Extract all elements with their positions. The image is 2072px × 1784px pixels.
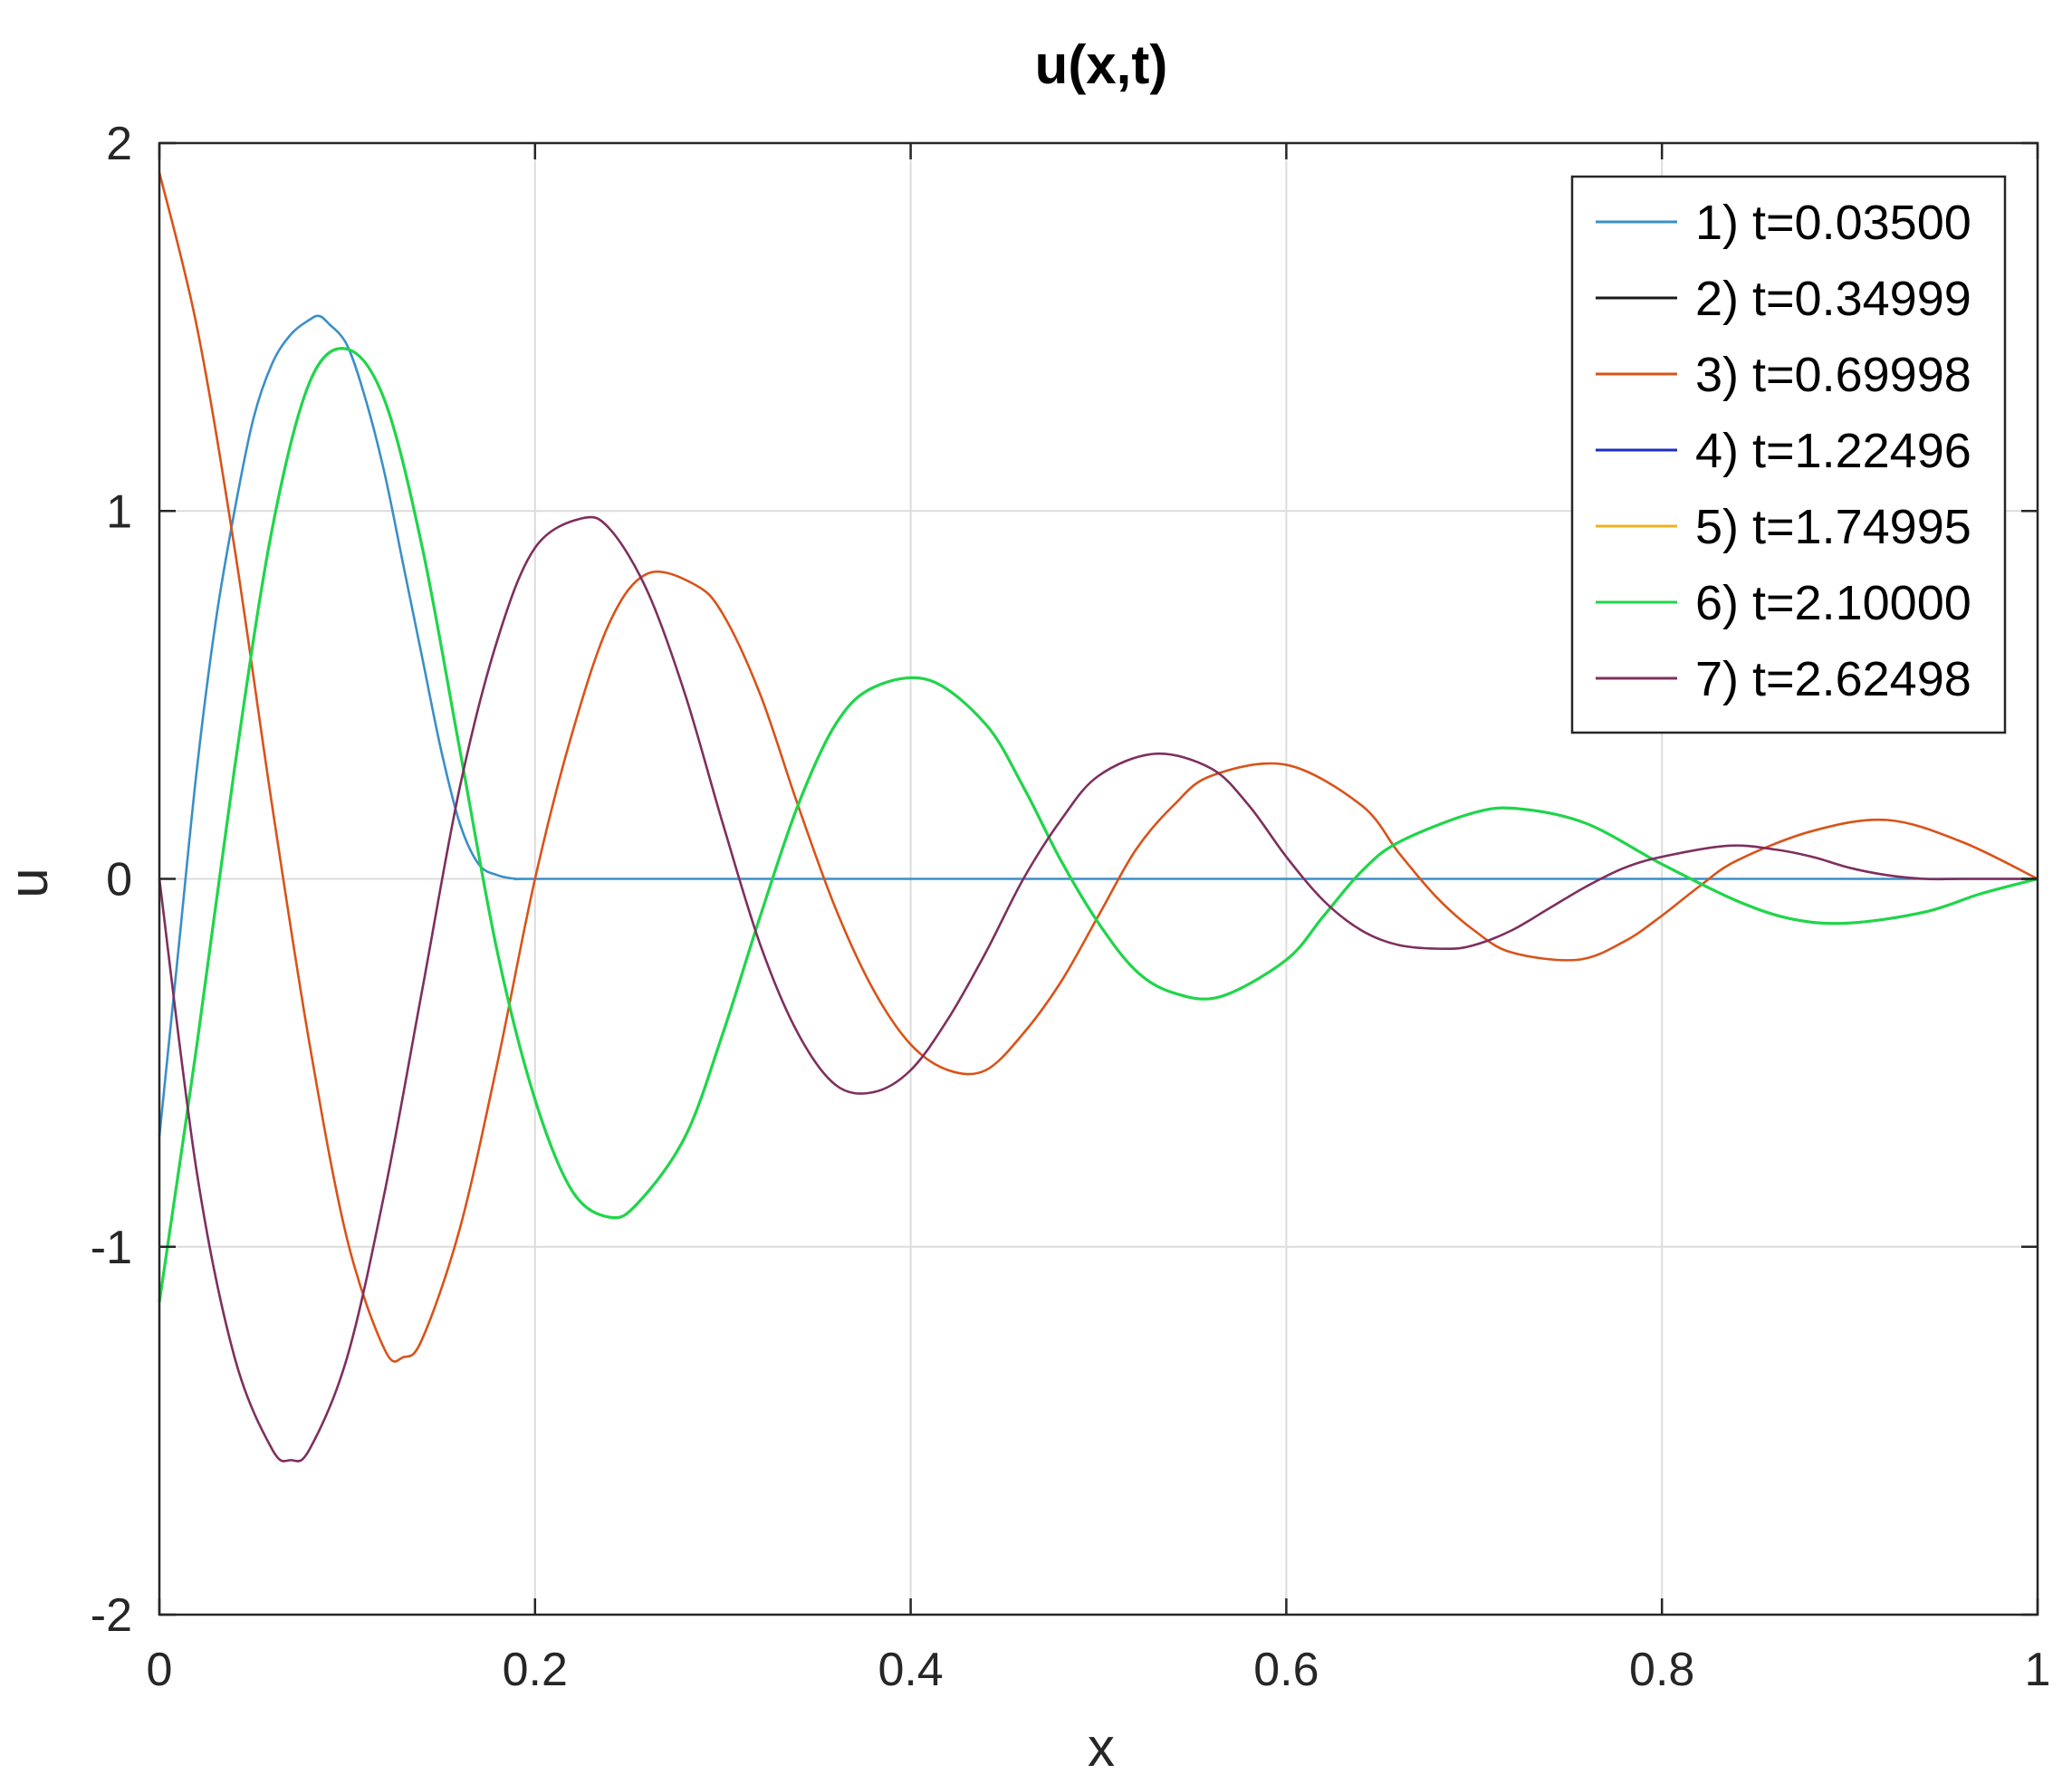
x-tick-labels: 0 0.2 0.4 0.6 0.8 1 [147, 1644, 2051, 1696]
series-line-1 [158, 314, 2038, 1137]
y-tick-labels: -2 -1 0 1 2 [91, 118, 132, 1642]
legend-box [1570, 175, 2007, 734]
y-axis-label: u [0, 868, 59, 897]
legend-entry: 5) t=1.74995 [1695, 500, 1971, 554]
legend-entry: 3) t=0.69998 [1695, 348, 1971, 402]
series-layer [158, 172, 2038, 1463]
y-tick-label: -1 [91, 1222, 132, 1274]
x-tick-label: 0.4 [878, 1644, 943, 1696]
series-line-6 [158, 347, 2038, 1302]
series-line-3 [158, 172, 2038, 1363]
chart-title: u(x,t) [1035, 34, 1168, 95]
y-tick-label: 0 [106, 854, 132, 906]
x-tick-label: 0.2 [503, 1644, 568, 1696]
x-tick-label: 0 [147, 1644, 173, 1696]
series-line-7 [158, 515, 2038, 1463]
y-tick-label: 1 [106, 485, 132, 538]
x-tick-label: 1 [2025, 1644, 2051, 1696]
legend-entry: 2) t=0.34999 [1695, 272, 1971, 326]
x-axis-label: x [1088, 1717, 1115, 1778]
axis-ticks [158, 141, 2039, 1616]
x-tick-label: 0.6 [1253, 1644, 1319, 1696]
legend-entry: 7) t=2.62498 [1695, 652, 1971, 706]
y-tick-label: -2 [91, 1589, 132, 1642]
legend-entry: 6) t=2.10000 [1695, 576, 1971, 630]
x-tick-label: 0.8 [1629, 1644, 1694, 1696]
legend-entry: 1) t=0.03500 [1695, 196, 1971, 250]
legend-entry: 4) t=1.22496 [1695, 424, 1971, 478]
legend: 1) t=0.03500 2) t=0.34999 3) t=0.69998 4) t… [1570, 175, 2007, 734]
y-tick-label: 2 [106, 118, 132, 170]
